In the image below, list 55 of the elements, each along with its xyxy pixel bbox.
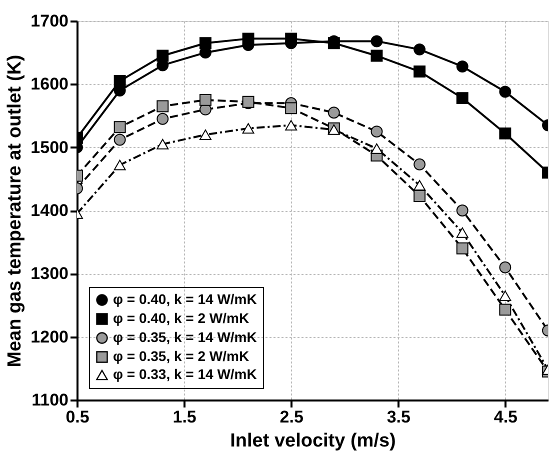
point [414, 43, 426, 56]
point [370, 50, 383, 62]
point [199, 94, 212, 106]
point [499, 261, 512, 274]
point [114, 160, 126, 170]
point [414, 158, 426, 170]
x-tick-label: 0.5 [66, 408, 90, 426]
legend-label: φ = 0.40, k = 14 W/mK [113, 291, 257, 307]
point [414, 180, 426, 190]
point [456, 92, 468, 104]
x-tick-label: 3.5 [386, 408, 410, 426]
y-tick-label: 1100 [32, 390, 68, 410]
point [499, 290, 512, 302]
point [456, 60, 468, 72]
point [499, 86, 512, 98]
x-tick-label: 4.5 [494, 408, 518, 426]
legend-label: φ = 0.40, k = 2 W/mK [113, 310, 250, 326]
point [414, 190, 426, 202]
point [242, 32, 254, 45]
point [242, 123, 254, 134]
point [370, 143, 383, 154]
point [199, 37, 212, 50]
point [456, 242, 468, 254]
point [199, 129, 212, 140]
point [156, 50, 169, 62]
point [456, 227, 468, 238]
legend-label: φ = 0.35, k = 2 W/mK [113, 348, 250, 364]
point [114, 121, 126, 134]
legend-label: φ = 0.33, k = 14 W/mK [113, 366, 257, 382]
point [285, 102, 298, 114]
point [156, 138, 169, 150]
point [370, 126, 383, 138]
point [156, 112, 169, 125]
point [156, 100, 169, 112]
point [370, 35, 383, 48]
y-tick-label: 1200 [30, 327, 68, 346]
point [285, 32, 298, 45]
y-tick-label: 1500 [30, 138, 68, 157]
point [285, 120, 298, 130]
y-tick-label: 1400 [30, 201, 68, 220]
point [456, 204, 468, 216]
point [414, 66, 426, 78]
legend-label: φ = 0.35, k = 14 W/mK [113, 329, 257, 345]
x-axis-title: Inlet velocity (m/s) [230, 430, 396, 452]
point [114, 134, 126, 146]
y-tick-label: 1600 [30, 74, 68, 94]
point [499, 304, 512, 316]
y-tick-label: 1700 [30, 12, 68, 30]
x-tick-label: 2.5 [280, 408, 304, 426]
y-tick-label: 1300 [30, 264, 68, 284]
x-tick-label: 1.5 [172, 408, 196, 426]
point [328, 106, 340, 119]
y-axis-title: Mean gas temperature at outlet (K) [4, 54, 26, 368]
point [114, 75, 126, 87]
point [499, 127, 512, 140]
